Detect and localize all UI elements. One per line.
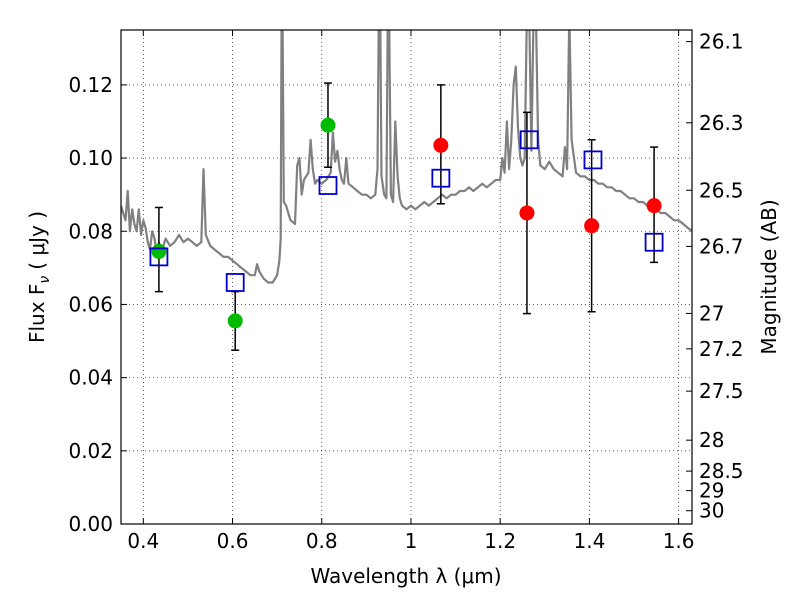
y-tick-label: 0.04 (68, 366, 113, 390)
y2-tick-label: 28.5 (699, 459, 744, 483)
y2-tick-label: 28 (699, 428, 724, 452)
y-tick-label: 0.10 (68, 146, 113, 170)
x-tick-label: 1.4 (573, 529, 605, 553)
photometry-point (151, 243, 167, 259)
y-axis-label-unit: ( μJy ) (25, 211, 49, 270)
y2-tick-label: 26.5 (699, 178, 744, 202)
axis-ticks (121, 30, 692, 525)
x-tick-label: 0.8 (306, 529, 338, 553)
photometry-point (320, 117, 336, 133)
x-axis-label: Wavelength λ (μm) (310, 564, 501, 588)
tick-labels: 0.4 0.6 0.8 1 1.2 1.4 1.6 0.00 0.02 0.04 0.06 0.08 0… (68, 30, 743, 553)
photometry-point (227, 313, 243, 329)
y2-tick-label: 27 (699, 301, 724, 325)
x-tick-label: 0.4 (127, 529, 159, 553)
y-axis-label-main: Flux F (25, 284, 49, 343)
x-tick-label: 1.2 (484, 529, 516, 553)
x-tick-label: 1.6 (663, 529, 695, 553)
data-markers (149, 117, 664, 329)
y-tick-label: 0.00 (68, 512, 113, 536)
y-tick-label: 0.08 (68, 219, 113, 243)
y-axis-label-subscript: ν (37, 276, 53, 284)
y-tick-label: 0.02 (68, 439, 113, 463)
model-flux-square (225, 273, 245, 292)
y2-tick-label: 29 (699, 479, 724, 503)
y2-tick-label: 27.5 (699, 379, 744, 403)
photometry-point (519, 205, 535, 221)
photometry-point (433, 137, 449, 153)
y2-tick-label: 26.7 (699, 234, 744, 258)
model-flux-square (431, 168, 451, 188)
model-spectrum-line (121, 30, 692, 284)
y-tick-label: 0.12 (68, 73, 113, 97)
x-tick-label: 1 (405, 529, 418, 553)
y-tick-label: 0.06 (68, 292, 113, 316)
photometry-point (646, 198, 662, 214)
y2-tick-label: 26.1 (699, 30, 744, 54)
plot-frame (120, 29, 693, 525)
model-flux-square (149, 247, 169, 267)
model-flux-square (519, 130, 539, 150)
y-axis-label: Flux Fν ( μJy ) (25, 211, 53, 343)
model-flux-square (644, 232, 664, 252)
y2-tick-label: 30 (699, 499, 724, 523)
y2-axis-label: Magnitude (AB) (757, 199, 781, 354)
y2-tick-label: 27.2 (699, 337, 744, 361)
svg-text:Flux Fν( μJy ): Flux Fν ( μJy ) (25, 211, 53, 343)
model-flux-square (318, 176, 338, 195)
model-flux-square (583, 150, 603, 170)
x-tick-label: 0.6 (217, 529, 249, 553)
photometry-point (584, 218, 600, 234)
y2-tick-label: 26.3 (699, 111, 744, 135)
model-spectrum (121, 30, 692, 284)
